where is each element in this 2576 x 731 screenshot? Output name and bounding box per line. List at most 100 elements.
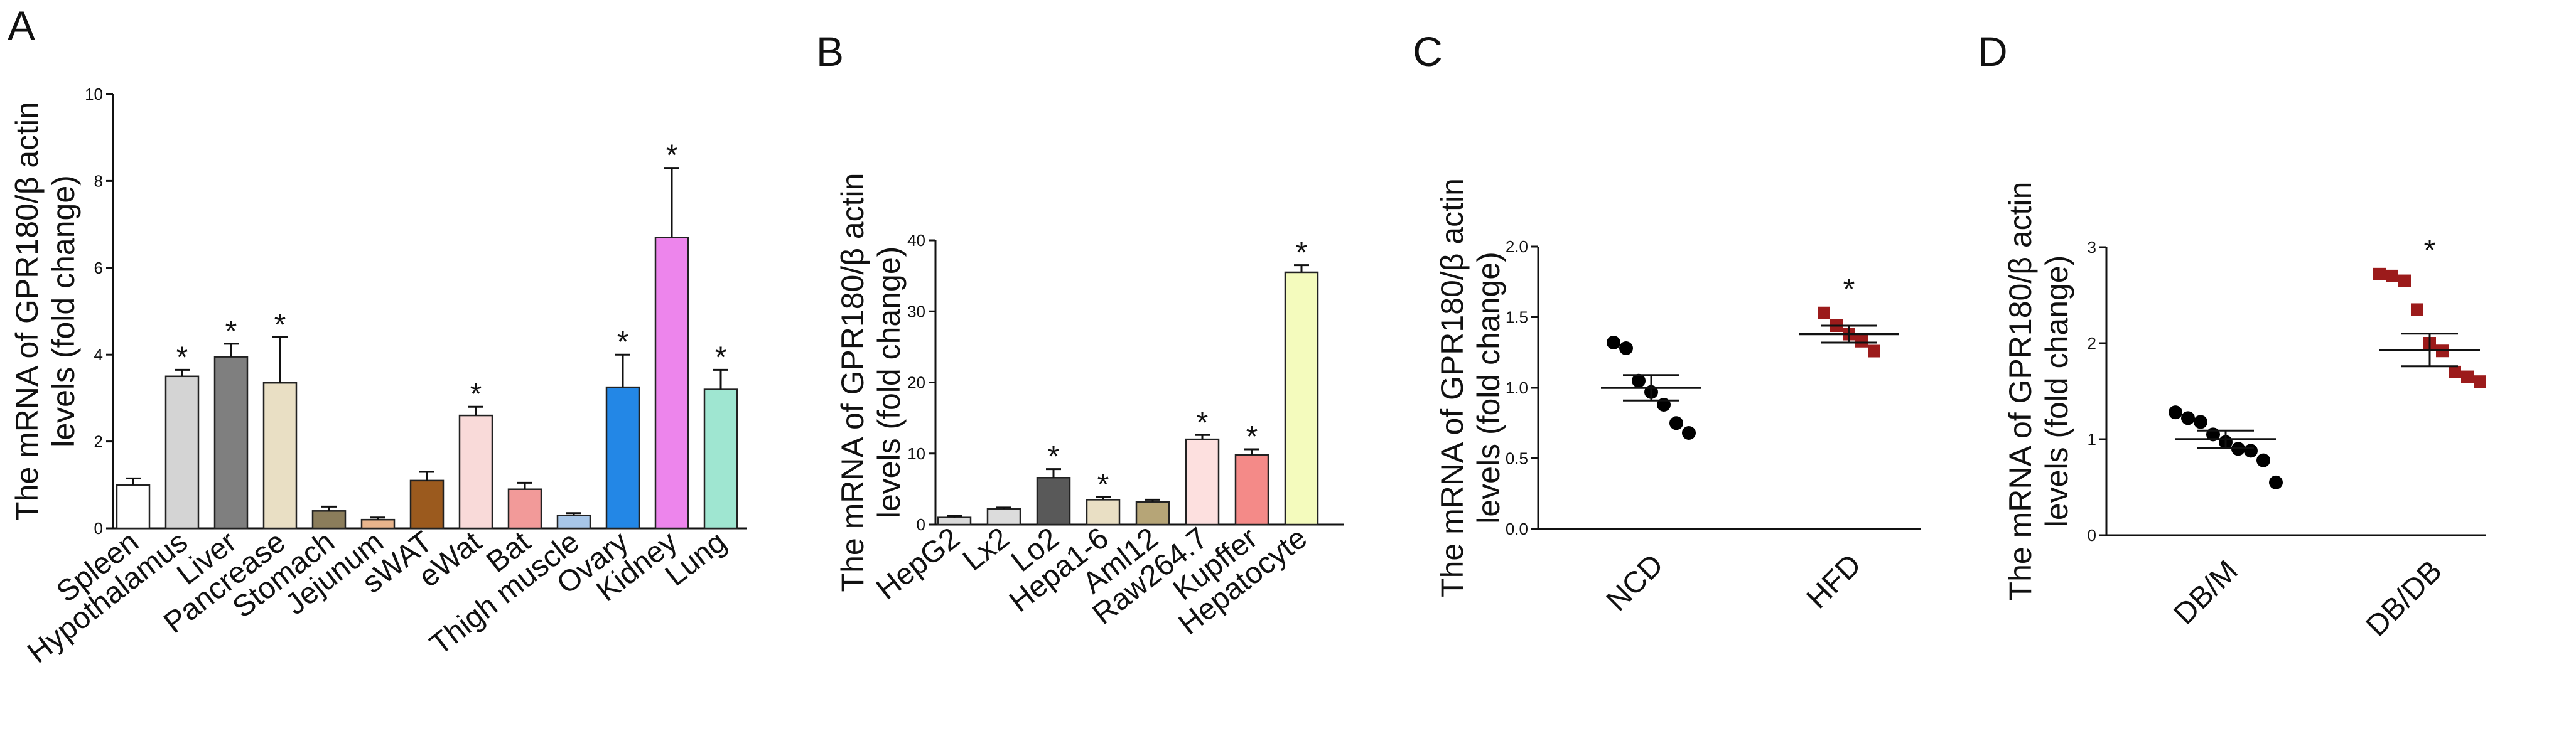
bar-3: [213, 356, 249, 530]
y-tick-label: 6: [94, 259, 103, 277]
data-point: [1818, 306, 1830, 319]
bar-2: [164, 375, 200, 530]
data-point: [1619, 341, 1633, 355]
panel-label-c: C: [1413, 28, 1443, 75]
data-point: [2256, 453, 2270, 467]
significance-star: *: [176, 341, 188, 374]
category-label: HepG2: [870, 521, 966, 606]
y-axis-label-line: The mRNA of GPR180/β actin: [1435, 178, 1470, 597]
group-label: DB/DB: [2360, 554, 2449, 643]
data-point: [2449, 365, 2461, 378]
y-tick-label: 10: [85, 85, 103, 104]
bar-7: [409, 479, 445, 530]
y-axis-label-line: The mRNA of GPR180/β actin: [835, 173, 870, 592]
y-axis-label-line: levels (fold change): [1471, 252, 1506, 524]
panel-label-b: B: [816, 28, 844, 75]
y-axis-label-line: levels (fold change): [2039, 255, 2074, 528]
bar-8: [458, 414, 493, 530]
panel-b: B The mRNA of GPR180/β actinlevels (fold…: [816, 28, 1344, 641]
significance-star: *: [666, 139, 678, 173]
y-tick-label: 0: [94, 519, 103, 538]
data-point: [2474, 375, 2486, 388]
data-point: [2411, 303, 2423, 316]
data-point: [2169, 405, 2182, 420]
y-axis-label: The mRNA of GPR180/β actinlevels (fold c…: [835, 173, 907, 592]
y-axis-label: The mRNA of GPR180/β actinlevels (fold c…: [1435, 178, 1506, 597]
significance-star: *: [1048, 440, 1060, 474]
panel-a: A The mRNA of GPR180/β actinlevels (fold…: [8, 3, 747, 670]
y-tick-label: 8: [94, 171, 103, 190]
significance-star: *: [1843, 273, 1855, 306]
panel-c: C The mRNA of GPR180/β actinlevels (fold…: [1413, 28, 1921, 617]
y-tick-label: 2.0: [1506, 237, 1528, 256]
data-point: [2269, 475, 2283, 489]
panel-label-a: A: [8, 3, 35, 49]
data-point: [2461, 370, 2474, 383]
significance-star: *: [470, 378, 482, 411]
bar-13: [703, 388, 738, 530]
y-tick-label: 2: [94, 432, 103, 451]
significance-star: *: [274, 309, 286, 342]
data-point: [1682, 426, 1696, 440]
bar-9: [507, 488, 542, 530]
bar-5: [1135, 501, 1170, 526]
significance-star: *: [617, 326, 629, 359]
y-axis-label: The mRNA of GPR180/β actinlevels (fold c…: [9, 102, 81, 521]
y-tick-label: 1.0: [1506, 378, 1528, 397]
y-tick-label: 0: [917, 515, 925, 534]
y-axis-label: The mRNA of GPR180/β actinlevels (fold c…: [2003, 182, 2074, 601]
y-axis-label-line: levels (fold change): [871, 247, 907, 519]
group-label: DB/M: [2167, 554, 2244, 631]
bar-7: [1234, 454, 1269, 526]
data-point: [2398, 274, 2411, 287]
y-tick-label: 0.5: [1506, 449, 1528, 468]
group-label: NCD: [1600, 548, 1670, 617]
panel-label-d: D: [1978, 28, 2008, 75]
bar-3: [1036, 477, 1071, 526]
y-axis-label-line: The mRNA of GPR180/β actin: [2003, 182, 2038, 601]
y-tick-label: 2: [2088, 334, 2096, 353]
data-point: [2386, 269, 2398, 282]
data-point: [2244, 444, 2258, 458]
bar-6: [1185, 438, 1220, 526]
group-label: HFD: [1801, 548, 1868, 615]
significance-star: *: [1197, 406, 1209, 439]
y-tick-label: 0: [2088, 526, 2096, 545]
y-tick-label: 40: [907, 231, 925, 250]
significance-star: *: [2424, 234, 2436, 267]
data-point: [2194, 415, 2207, 429]
bar-4: [1086, 499, 1121, 526]
significance-star: *: [715, 341, 727, 374]
y-tick-label: 0.0: [1506, 520, 1528, 538]
bar-1: [116, 484, 151, 530]
y-tick-label: 4: [94, 345, 103, 364]
y-tick-label: 1: [2088, 430, 2096, 449]
bar-4: [262, 382, 298, 530]
y-axis-label-line: The mRNA of GPR180/β actin: [9, 102, 45, 521]
data-point: [1632, 373, 1646, 388]
bar-5: [311, 510, 347, 530]
data-point: [2373, 267, 2386, 280]
data-point: [1868, 344, 1880, 358]
bar-8: [1284, 271, 1319, 526]
y-tick-label: 30: [907, 302, 925, 321]
data-point: [1855, 334, 1868, 348]
data-point: [2181, 411, 2195, 425]
bar-12: [654, 237, 689, 530]
y-tick-label: 1.5: [1506, 308, 1528, 327]
bar-10: [556, 514, 591, 530]
category-label: Lx2: [957, 521, 1016, 577]
y-tick-label: 10: [907, 444, 925, 463]
bar-2: [986, 508, 1021, 526]
data-point: [2231, 442, 2245, 456]
y-tick-label: 20: [907, 373, 925, 392]
panel-d: D The mRNA of GPR180/β actinlevels (fold…: [1978, 28, 2486, 643]
y-axis-label-line: levels (fold change): [46, 175, 81, 447]
data-point: [1669, 416, 1683, 430]
significance-star: *: [225, 315, 237, 348]
bar-11: [605, 386, 640, 530]
significance-star: *: [1097, 468, 1109, 501]
significance-star: *: [1296, 237, 1308, 270]
significance-star: *: [1246, 420, 1258, 454]
